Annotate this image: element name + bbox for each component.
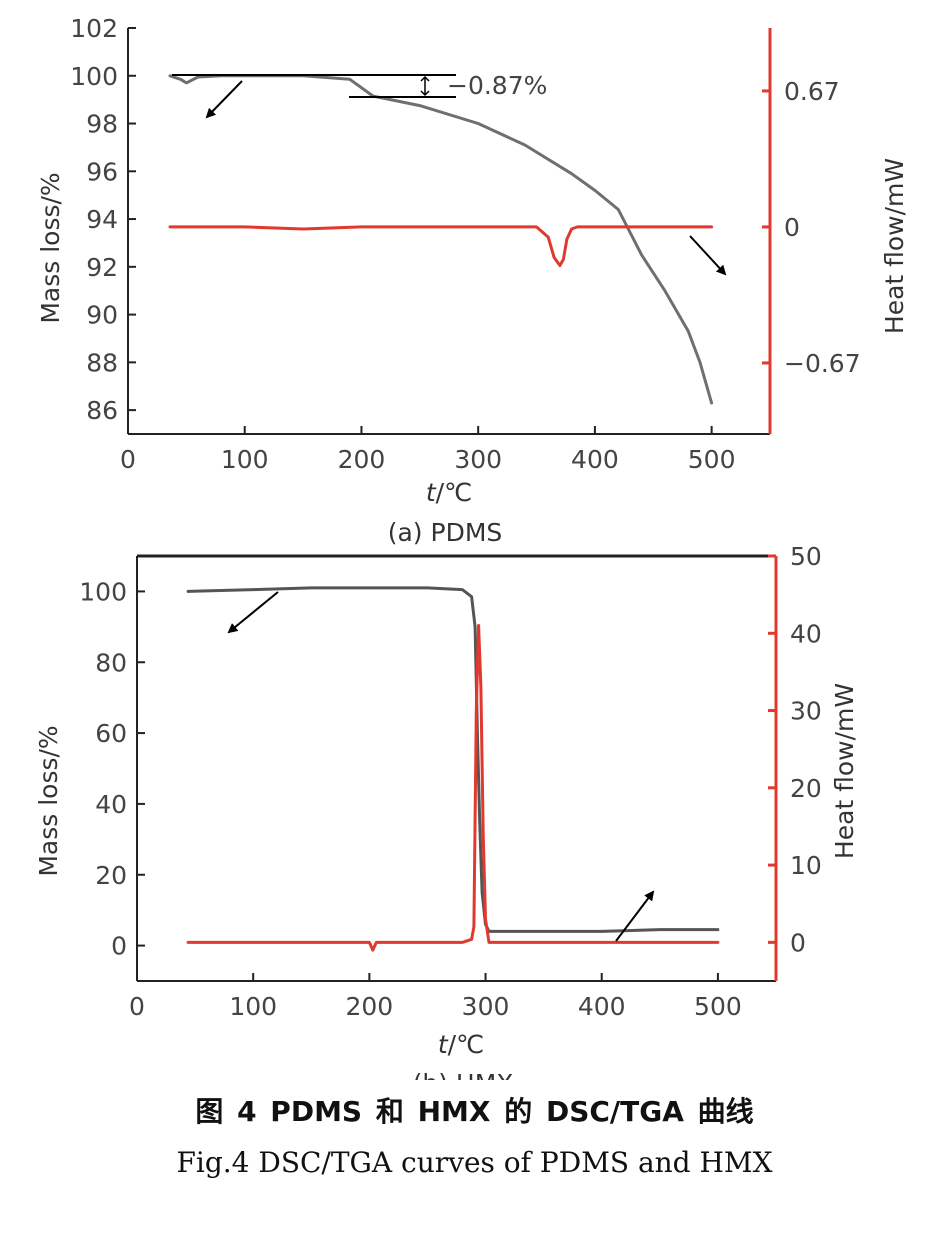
y-left-tick-label-a: 100: [70, 62, 118, 91]
mass-loss-annotation: −0.87%: [447, 71, 547, 100]
left-y-ticks-b: 0 20 40 60 80 100: [79, 577, 145, 961]
x-label-var-b: t: [438, 1030, 449, 1059]
x-label-unit-a: /℃: [436, 478, 473, 507]
y-left-tick-label-a: 90: [86, 301, 118, 330]
x-tick-label-a: 200: [338, 445, 386, 474]
y-label-left-b: Mass loss/%: [34, 725, 63, 876]
y-right-tick-label-a: 0.67: [784, 77, 840, 106]
x-tick-label-b: 400: [578, 992, 626, 1021]
arrow-to-right-axis-b: [615, 890, 655, 942]
arrow-to-left-axis-b: [227, 591, 279, 634]
x-label-var-a: t: [426, 478, 437, 507]
heat-flow-curve-b: [186, 624, 720, 952]
x-tick-label-b: 500: [694, 992, 742, 1021]
y-left-tick-label-a: 86: [86, 396, 118, 425]
annotation-arrow-tips: [420, 75, 430, 97]
y-left-tick-label-b: 100: [79, 577, 127, 606]
y-left-tick-label-a: 88: [86, 348, 118, 377]
chart-panel-a: 0 100 200 300 400 500 86 88 90 92 94 96 98 100 102 −0…: [36, 14, 909, 547]
x-ticks-b: 0 100 200 300 400 500: [129, 973, 742, 1021]
y-left-tick-label-a: 96: [86, 157, 118, 186]
heat-flow-curve-a: [168, 225, 714, 267]
y-right-tick-label-b: 30: [790, 697, 822, 726]
y-left-tick-label-b: 80: [95, 648, 127, 677]
x-tick-label-a: 300: [454, 445, 502, 474]
mass-loss-curve-a: [168, 74, 714, 405]
y-left-tick-label-a: 92: [86, 253, 118, 282]
y-left-tick-label-b: 40: [95, 790, 127, 819]
y-right-tick-label-b: 40: [790, 619, 822, 648]
x-label-b: t/℃: [438, 1030, 484, 1059]
right-y-ticks-a: −0.67 0 0.67: [762, 77, 861, 378]
y-right-tick-label-a: 0: [784, 213, 800, 242]
x-tick-label-b: 300: [462, 992, 510, 1021]
x-tick-label-a: 100: [221, 445, 269, 474]
panel-label-b: (b) HMX: [413, 1069, 514, 1080]
y-right-tick-label-b: 50: [790, 542, 822, 571]
x-tick-label-a: 0: [120, 445, 136, 474]
y-left-tick-label-a: 94: [86, 205, 118, 234]
x-tick-label-a: 500: [688, 445, 736, 474]
figure-caption-chinese: 图 4 PDMS 和 HMX 的 DSC/TGA 曲线: [195, 1095, 754, 1128]
y-left-tick-label-a: 102: [70, 14, 118, 43]
x-label-unit-b: /℃: [448, 1030, 485, 1059]
y-label-right-b: Heat flow/mW: [830, 683, 859, 859]
x-tick-label-b: 200: [346, 992, 394, 1021]
arrow-to-right-axis-a: [689, 235, 727, 276]
y-left-tick-label-b: 60: [95, 719, 127, 748]
x-tick-label-b: 100: [229, 992, 277, 1021]
panel-label-a: (a) PDMS: [388, 518, 503, 547]
x-tick-label-a: 400: [571, 445, 619, 474]
x-tick-label-b: 0: [129, 992, 145, 1021]
x-ticks-a: 0 100 200 300 400 500: [120, 426, 735, 474]
arrow-to-left-axis-a: [205, 80, 243, 119]
chart-panel-b: 0 100 200 300 400 500 0 20 40 60 80 100 0 10 20 30 40 5…: [34, 542, 859, 1080]
series-b: [186, 586, 720, 952]
y-left-tick-label-b: 0: [111, 932, 127, 961]
y-left-tick-label-b: 20: [95, 861, 127, 890]
y-right-tick-label-b: 20: [790, 774, 822, 803]
y-right-tick-label-b: 0: [790, 928, 806, 957]
mass-loss-curve-b: [186, 586, 720, 933]
y-right-tick-label-b: 10: [790, 851, 822, 880]
x-label-a: t/℃: [426, 478, 472, 507]
y-label-left-a: Mass loss/%: [36, 172, 65, 323]
left-y-ticks-a: 86 88 90 92 94 96 98 100 102: [70, 14, 136, 425]
y-label-right-a: Heat flow/mW: [880, 158, 909, 334]
y-left-tick-label-a: 98: [86, 110, 118, 139]
y-right-tick-label-a: −0.67: [784, 349, 861, 378]
right-y-ticks-b: 0 10 20 30 40 50: [768, 542, 822, 957]
series-a: [168, 74, 714, 405]
figure-caption-english: Fig.4 DSC/TGA curves of PDMS and HMX: [176, 1146, 773, 1179]
